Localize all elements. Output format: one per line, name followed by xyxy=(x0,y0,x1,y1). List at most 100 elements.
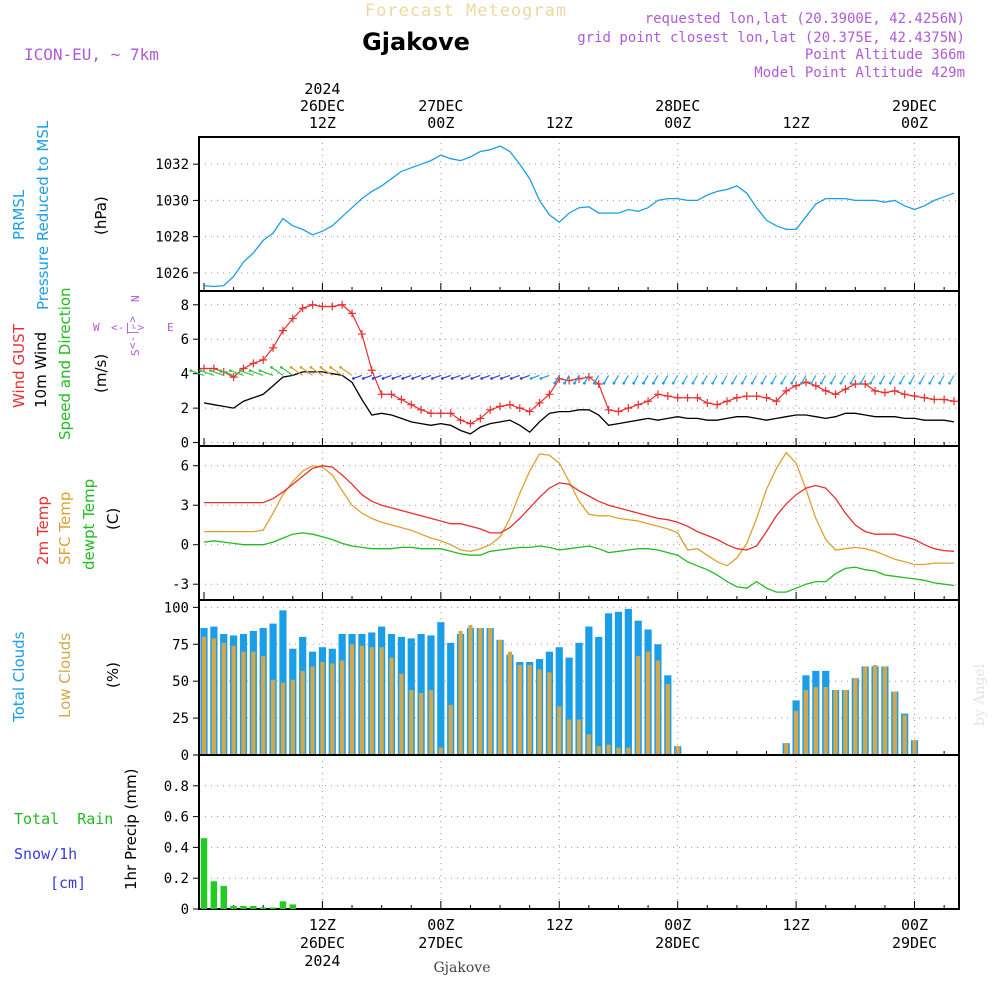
gust-marker xyxy=(426,409,435,418)
gust-label: Wind GUST xyxy=(10,323,28,408)
gust-marker xyxy=(792,381,801,390)
wind-arrow xyxy=(200,370,215,376)
wind-arrow-head xyxy=(819,381,823,385)
compass-rose: N S W E <-|-> <-|-> xyxy=(93,295,174,356)
gust-marker xyxy=(417,405,426,414)
gust-marker xyxy=(723,397,732,406)
y-tick-label: 75 xyxy=(172,637,189,653)
low-cloud-bar xyxy=(547,672,552,755)
low-cloud-bar xyxy=(290,679,295,755)
wind-arrow xyxy=(392,374,402,380)
wind-arrow-head xyxy=(519,377,523,380)
bottom-time-label: 27DEC xyxy=(418,934,463,952)
gust-marker xyxy=(703,398,712,407)
wind-arrow xyxy=(702,375,708,384)
gust-marker xyxy=(387,390,396,399)
gust-marker xyxy=(446,409,455,418)
wind-arrow xyxy=(432,374,442,380)
total-cloud-bar xyxy=(614,611,623,755)
low-cloud-bar xyxy=(241,651,246,755)
gust-marker xyxy=(436,409,445,418)
low-cloud-bar xyxy=(448,704,453,755)
model-label: ICON-EU, ~ 7km xyxy=(24,45,159,64)
wind-arrow xyxy=(662,375,669,384)
wind-arrow-head xyxy=(189,369,193,373)
wind-arrow-head xyxy=(661,381,665,385)
gust-marker xyxy=(624,404,633,413)
gust-line xyxy=(204,304,955,425)
gust-marker xyxy=(811,381,820,390)
gust-marker xyxy=(693,393,702,402)
wind-arrow-head xyxy=(329,365,333,369)
total-cloud-bar xyxy=(279,610,287,755)
wind-arrow xyxy=(652,375,659,384)
gust-marker xyxy=(614,407,623,416)
low-cloud-bar xyxy=(211,638,216,755)
wind-arrow-head xyxy=(553,381,557,385)
wind-arrow xyxy=(451,374,461,380)
low-cloud-bar xyxy=(557,706,562,755)
wind-arrow xyxy=(520,374,530,380)
y-tick-label: 6 xyxy=(181,332,189,348)
wind-arrow xyxy=(320,366,333,376)
wind-arrow-head xyxy=(918,381,922,385)
bottom-time-label: 29DEC xyxy=(892,934,937,952)
temp2m-line xyxy=(204,465,955,552)
panel-frame xyxy=(198,136,960,292)
low-cloud-bar xyxy=(902,715,907,755)
gust-marker xyxy=(604,405,613,414)
wind-arrow xyxy=(249,370,264,376)
gust-marker xyxy=(940,395,949,404)
wind-arrow xyxy=(422,374,432,380)
wind-arrow xyxy=(810,375,817,384)
wind-arrow xyxy=(850,375,856,384)
low-cloud-bar xyxy=(310,666,315,755)
wind-arrow xyxy=(442,374,451,380)
low-cloud-bar xyxy=(606,744,611,755)
y-tick-label: 1026 xyxy=(155,266,189,282)
wind-arrow xyxy=(672,375,679,384)
gust-marker xyxy=(653,390,662,399)
gust-marker xyxy=(821,386,830,395)
wind-arrow-head xyxy=(928,381,932,385)
wind-arrow xyxy=(573,375,580,384)
low-cloud-bar xyxy=(359,645,364,755)
low-cloud-bar xyxy=(428,690,434,755)
top-time-label: 27DEC xyxy=(418,97,463,115)
y-tick-label: 0 xyxy=(181,902,189,918)
gust-marker xyxy=(486,405,495,414)
wind-arrow xyxy=(461,374,471,380)
wind-arrow xyxy=(712,375,718,384)
low-cloud-bar xyxy=(507,651,513,755)
y-tick-label: 3 xyxy=(181,498,189,514)
low-cloud-bar xyxy=(340,660,345,755)
wind-arrow xyxy=(791,375,797,384)
gust-marker xyxy=(930,395,939,404)
wind-arrow xyxy=(948,375,955,384)
wind-arrow-head xyxy=(238,369,242,373)
wind-arrow xyxy=(363,374,372,380)
wind-arrow-head xyxy=(730,381,734,385)
gust-marker xyxy=(545,390,554,399)
low-cloud-bar xyxy=(497,639,503,755)
gust-marker xyxy=(801,378,810,387)
y-tick-label: 6 xyxy=(181,459,189,475)
top-time-label: 12Z xyxy=(309,114,336,132)
wind-arrow-head xyxy=(849,381,853,385)
top-time-label: 00Z xyxy=(901,114,928,132)
gust-marker xyxy=(910,392,919,401)
wind-arrow xyxy=(860,375,866,384)
wind-arrow-head xyxy=(480,377,484,380)
wind-arrow xyxy=(761,375,768,384)
wind-arrow-head xyxy=(711,381,715,385)
wind-arrow xyxy=(220,370,234,376)
gust-marker xyxy=(357,330,366,339)
wind-arrow-head xyxy=(421,377,424,380)
gust-marker xyxy=(229,373,238,382)
wind-arrow-head xyxy=(750,381,754,385)
low-cloud-bar xyxy=(251,651,256,755)
wind-arrow-head xyxy=(879,381,882,385)
wind-arrow-head xyxy=(450,377,454,380)
y-tick-label: 0.6 xyxy=(164,810,189,826)
